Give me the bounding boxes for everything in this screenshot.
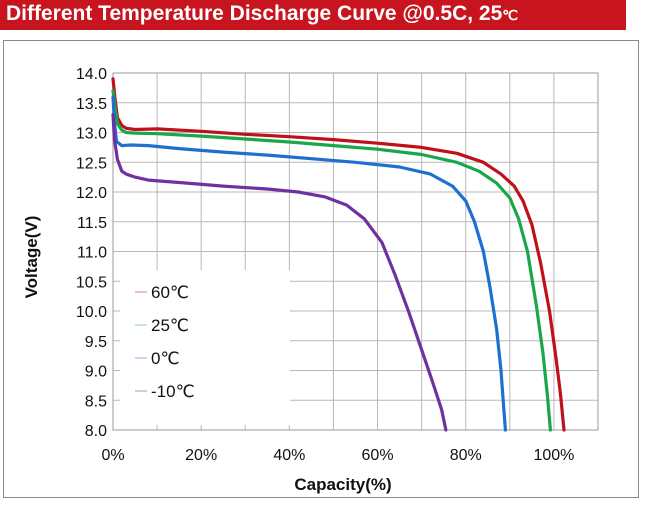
x-tick-label: 40% [273,447,305,464]
legend-label: -10℃ [151,382,195,401]
series-line-25 [111,89,552,432]
x-tick-label: 20% [185,447,217,464]
x-tick-label: 100% [533,447,574,464]
chart-frame [3,40,639,498]
chart-title-unit: ℃ [502,7,518,23]
legend-label: 0℃ [151,349,180,368]
title-bar: Different Temperature Discharge Curve @0… [0,0,626,30]
chart-title: Different Temperature Discharge Curve @0… [6,2,518,26]
y-tick-label: 12.5 [76,155,107,172]
y-tick-label: 11.0 [77,245,107,262]
x-axis-label: Capacity(%) [294,475,391,494]
x-axis-ticks: 0% 20% 40% 60% 80% 100% [101,447,574,464]
y-tick-label: 13.0 [76,126,107,143]
legend-label: 60℃ [151,283,189,302]
x-tick-label: 0% [101,447,124,464]
series-lines [111,77,566,432]
series-line-60 [111,77,566,432]
y-tick-label: 14.0 [76,66,107,83]
legend-box [120,270,290,425]
y-tick-label: 8.5 [85,393,107,410]
chart-title-main: Different Temperature Discharge Curve @0… [6,2,503,25]
legend-label: 25℃ [151,316,189,335]
series-line--10 [111,113,448,432]
y-tick-label: 8.0 [85,423,107,440]
y-tick-label: 10.5 [76,274,107,291]
y-axis-ticks: 8.0 8.5 9.0 9.5 10.0 10.5 11.0 11.5 12.0 12.5 13.0… [76,66,107,440]
y-tick-label: 9.0 [85,364,107,381]
y-tick-label: 12.0 [76,185,107,202]
y-tick-label: 9.5 [85,334,107,351]
y-tick-label: 13.5 [76,96,107,113]
y-tick-label: 10.0 [76,304,107,321]
series-line-0 [111,95,507,432]
legend: 60℃ 25℃ 0℃ -10℃ [135,283,195,401]
y-tick-label: 11.5 [77,215,107,232]
x-tick-label: 80% [450,447,482,464]
y-axis-label: Voltage(V) [22,216,41,299]
x-tick-label: 60% [362,447,394,464]
plot-border [112,72,599,431]
